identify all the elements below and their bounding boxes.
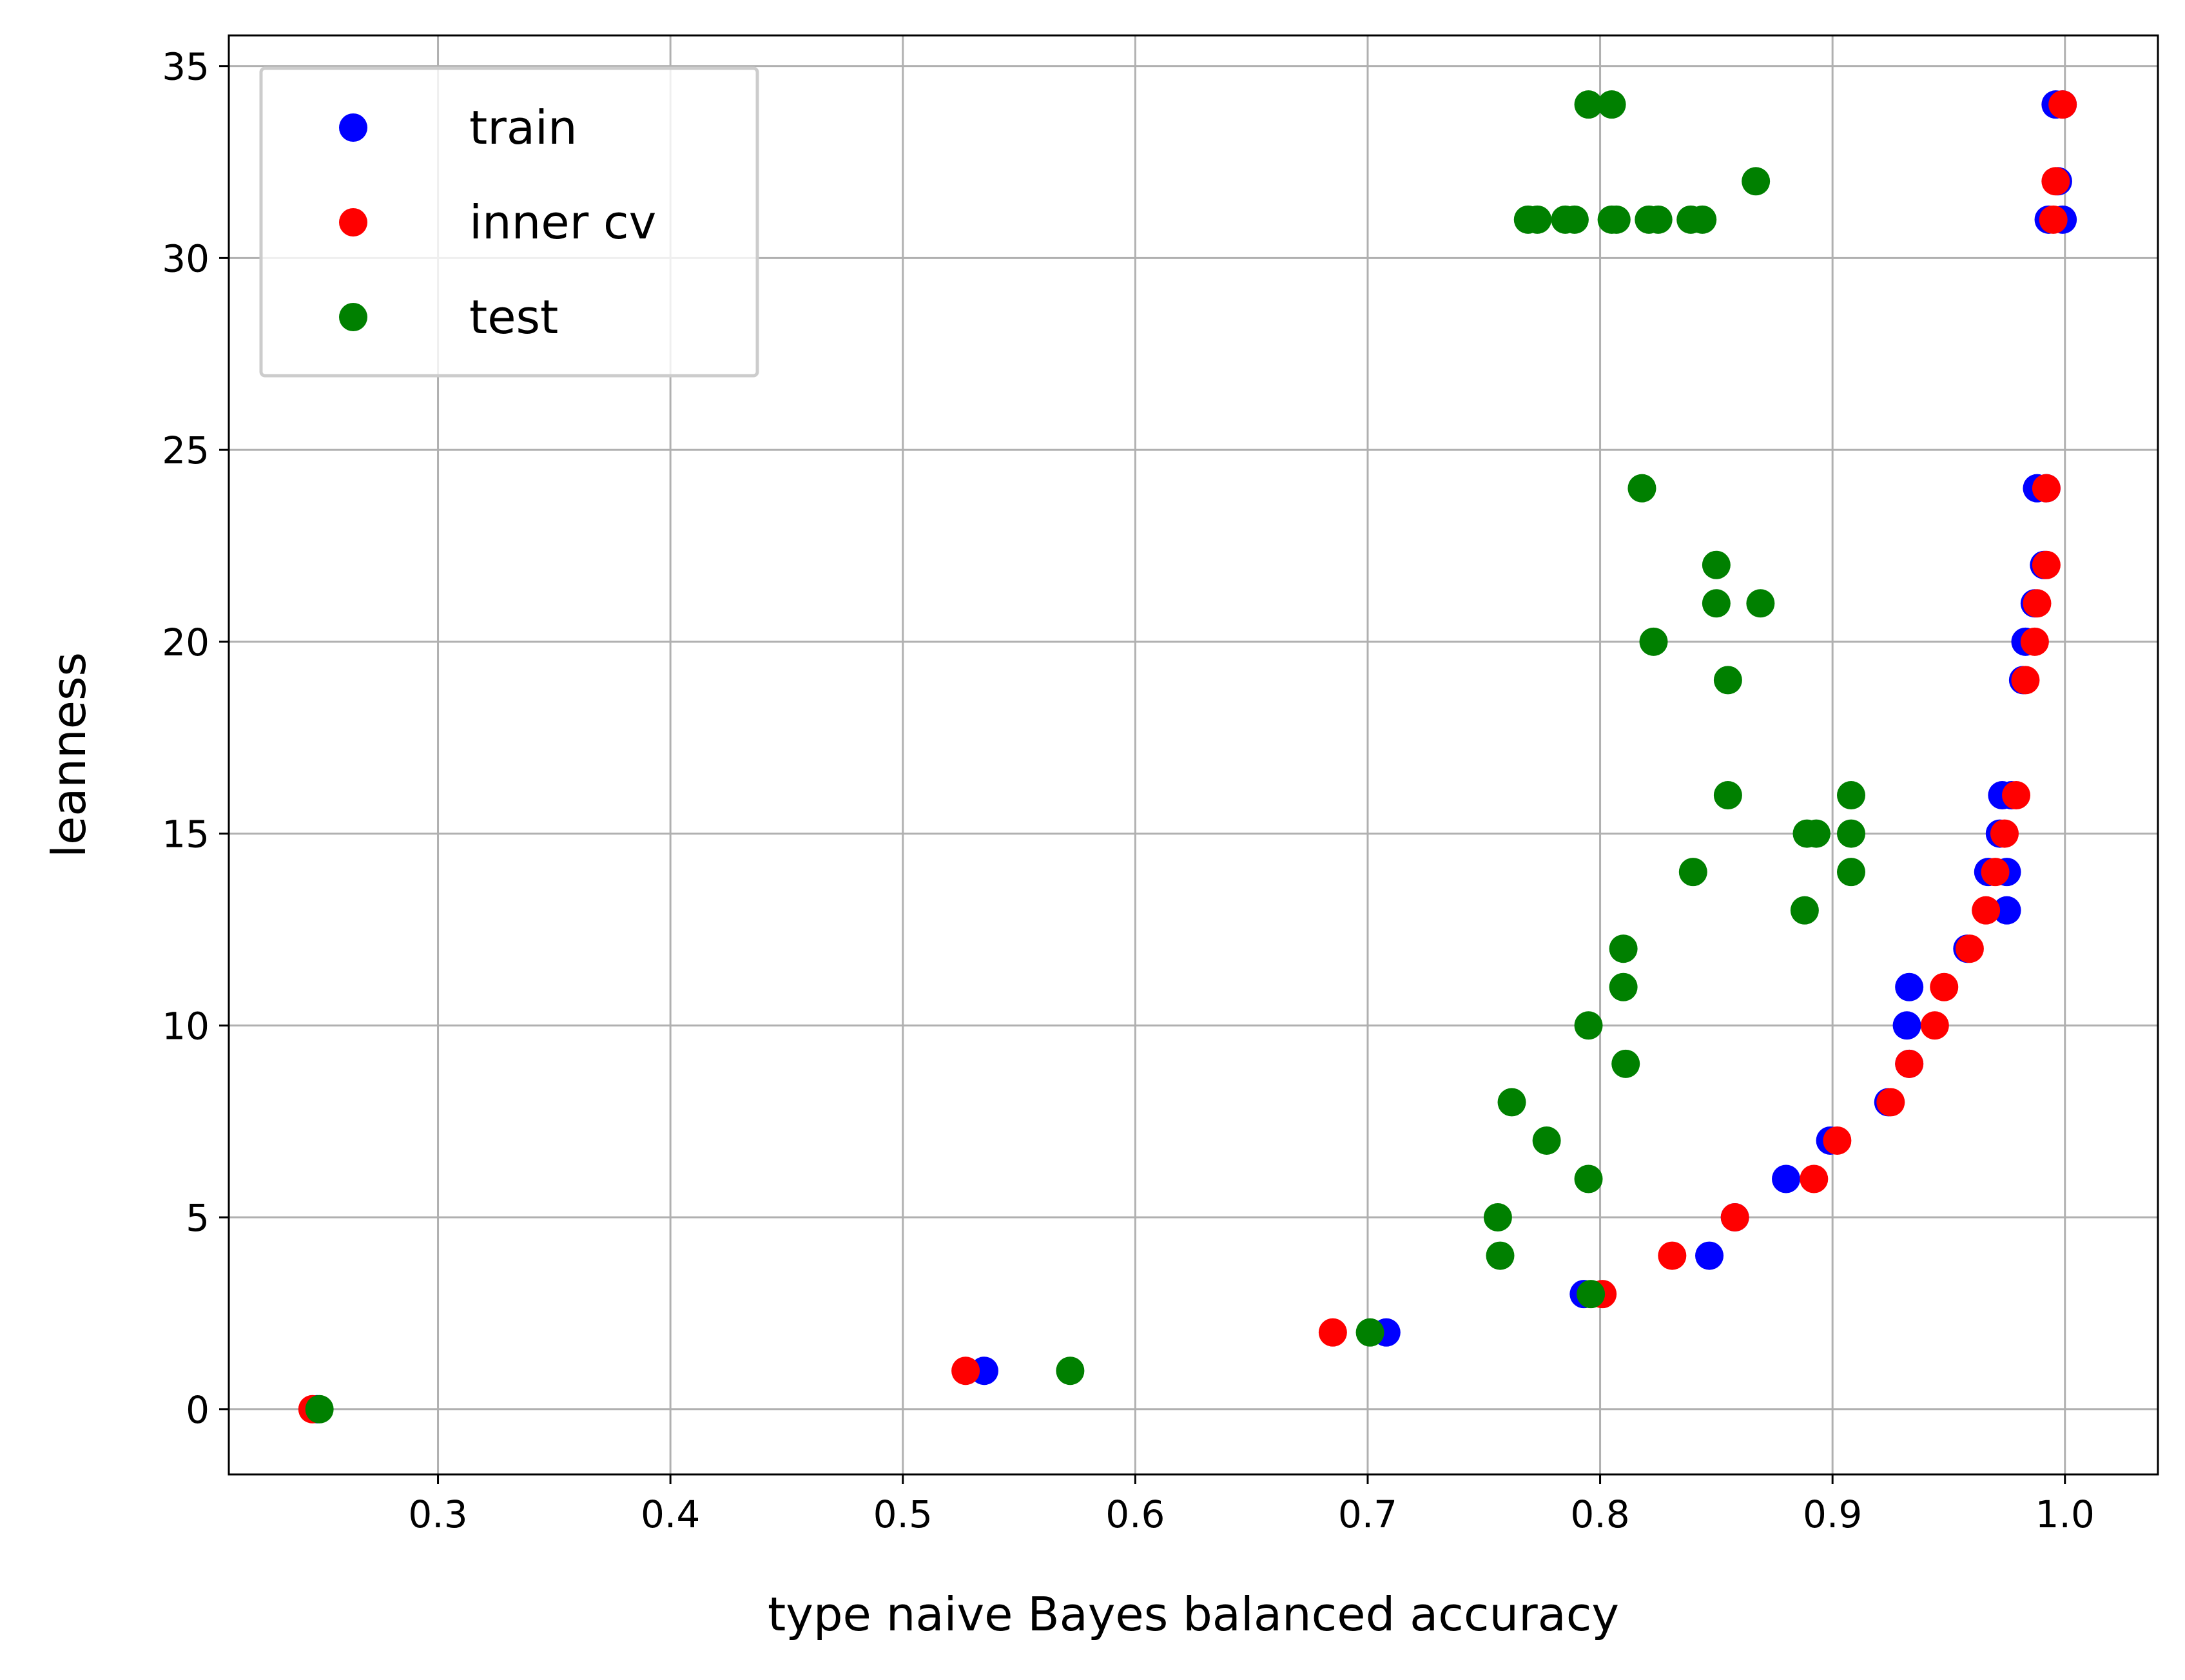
data-point [1992,896,2021,925]
data-point [1523,205,1552,234]
y-tick-label: 0 [186,1388,209,1432]
data-point [1895,1049,1924,1078]
data-point [1800,1164,1829,1193]
data-point [1644,205,1673,234]
y-tick-label: 5 [186,1196,209,1240]
data-point [2032,474,2061,503]
legend-label: train [469,101,578,155]
y-tick-label: 25 [162,429,209,472]
data-point [1483,1203,1512,1232]
data-point [1609,934,1638,963]
data-point [2011,666,2040,695]
data-point [1318,1318,1347,1347]
data-point [2002,781,2031,810]
data-point [2041,167,2070,196]
data-point [1930,972,1959,1001]
data-point [1056,1357,1085,1386]
x-axis: 0.3 0.4 0.5 0.6 0.7 0.8 0.9 1.0 [408,1474,2095,1536]
data-point [1746,589,1775,618]
data-point [1713,781,1742,810]
data-point [1713,666,1742,695]
data-point [2032,550,2061,579]
series-test [305,90,1866,1424]
data-point [1574,1011,1603,1040]
data-point [1678,858,1707,887]
data-point [1772,1164,1801,1193]
data-point [1837,858,1866,887]
y-tick-label: 30 [162,237,209,280]
data-point [1609,972,1638,1001]
data-point [1602,205,1631,234]
data-point [1837,781,1866,810]
x-tick-label: 0.6 [1105,1492,1165,1536]
data-point [1920,1011,1949,1040]
x-tick-label: 1.0 [2035,1492,2095,1536]
data-points [298,90,2077,1424]
y-tick-label: 15 [162,813,209,856]
x-tick-label: 0.7 [1338,1492,1397,1536]
y-axis-title: leanness [42,652,96,858]
data-point [1355,1318,1384,1347]
data-point [1790,896,1819,925]
data-point [1597,90,1626,119]
data-point [1720,1203,1749,1232]
y-tick-label: 20 [162,621,209,664]
plot-frame [228,34,2159,1476]
data-point [1688,205,1717,234]
data-point [1972,896,2001,925]
data-point [1823,1126,1852,1155]
y-tick-label: 35 [162,45,209,89]
data-point [1658,1241,1687,1270]
data-point [1702,550,1731,579]
data-point [1955,934,1984,963]
grid [229,35,2158,1474]
data-point [1611,1049,1640,1078]
data-point [1876,1088,1905,1117]
data-point [1990,819,2019,848]
data-point [1486,1241,1515,1270]
data-point [1560,205,1589,234]
data-point [1574,1164,1603,1193]
legend-label: test [469,290,558,344]
y-axis: 0 5 10 15 20 25 30 35 [162,45,229,1432]
data-point [1497,1088,1526,1117]
data-point [1577,1280,1606,1309]
data-point [1702,589,1731,618]
legend-label: inner cv [469,195,656,249]
legend-marker [339,113,367,142]
data-point [1895,972,1924,1001]
data-point [305,1395,334,1424]
data-point [2023,589,2052,618]
x-tick-label: 0.5 [873,1492,933,1536]
legend-marker [339,208,367,237]
legend: train inner cv test [259,66,759,378]
x-axis-title: type naive Bayes balanced accuracy [768,1587,1619,1641]
data-point [1981,858,2010,887]
data-point [1532,1126,1561,1155]
data-point [1639,627,1668,656]
x-tick-label: 0.9 [1803,1492,1862,1536]
x-tick-label: 0.3 [408,1492,467,1536]
data-point [1574,90,1603,119]
data-point [1695,1241,1724,1270]
x-tick-label: 0.4 [641,1492,700,1536]
y-tick-label: 10 [162,1004,209,1048]
data-point [1742,167,1771,196]
legend-box [259,66,759,378]
x-tick-label: 0.8 [1570,1492,1629,1536]
data-point [2039,205,2068,234]
data-point [2020,627,2049,656]
data-point [1837,819,1866,848]
data-point [2048,90,2077,119]
data-point [951,1357,980,1386]
data-point [1801,819,1831,848]
data-point [1892,1011,1921,1040]
data-point [1627,474,1656,503]
legend-marker [339,303,367,331]
